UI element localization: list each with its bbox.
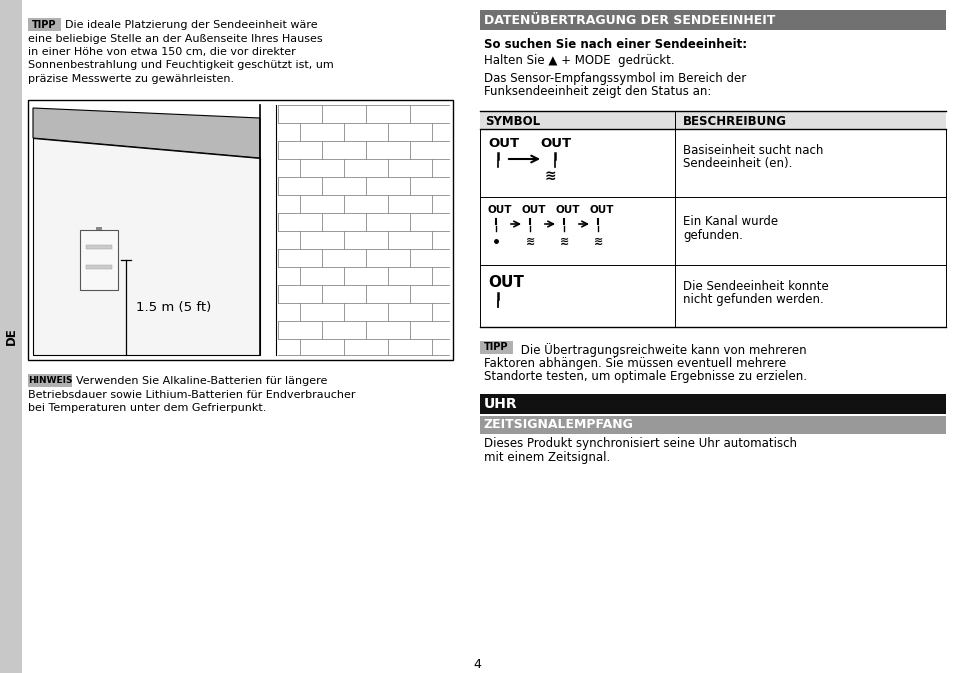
Text: OUT: OUT [539, 137, 571, 150]
Text: Standorte testen, um optimale Ergebnisse zu erzielen.: Standorte testen, um optimale Ergebnisse… [483, 370, 806, 383]
Text: präzise Messwerte zu gewährleisten.: präzise Messwerte zu gewährleisten. [28, 74, 233, 84]
Text: UHR: UHR [483, 396, 517, 411]
Text: Das Sensor-Empfangssymbol im Bereich der: Das Sensor-Empfangssymbol im Bereich der [483, 72, 745, 85]
Text: TIPP: TIPP [32, 20, 56, 30]
Text: Verwenden Sie Alkaline-Batterien für längere: Verwenden Sie Alkaline-Batterien für län… [76, 376, 327, 386]
Bar [479, 111, 945, 129]
Text: gefunden.: gefunden. [682, 229, 742, 242]
Text: OUT: OUT [521, 205, 546, 215]
Bar [96, 227, 102, 230]
Text: BESCHREIBUNG: BESCHREIBUNG [682, 115, 786, 128]
Bar [28, 100, 453, 360]
Text: Die Übertragungsreichweite kann von mehreren: Die Übertragungsreichweite kann von mehr… [517, 343, 806, 357]
Text: HINWEIS: HINWEIS [28, 376, 72, 385]
Text: Ein Kanal wurde: Ein Kanal wurde [682, 215, 778, 228]
Text: Halten Sie ▲ + MODE  gedrückt.: Halten Sie ▲ + MODE gedrückt. [483, 54, 674, 67]
Text: 4: 4 [473, 658, 480, 671]
Text: nicht gefunden werden.: nicht gefunden werden. [682, 293, 822, 306]
Text: Faktoren abhängen. Sie müssen eventuell mehrere: Faktoren abhängen. Sie müssen eventuell … [483, 357, 785, 369]
Bar [86, 265, 112, 269]
Text: DE: DE [5, 327, 17, 345]
Text: in einer Höhe von etwa 150 cm, die vor direkter: in einer Höhe von etwa 150 cm, die vor d… [28, 47, 295, 57]
Bar [28, 18, 61, 31]
Text: DATENÜBERTRAGUNG DER SENDEEINHEIT: DATENÜBERTRAGUNG DER SENDEEINHEIT [483, 13, 775, 26]
Text: Die Sendeeinheit konnte: Die Sendeeinheit konnte [682, 280, 828, 293]
Text: OUT: OUT [488, 205, 512, 215]
Text: ≋: ≋ [525, 237, 535, 247]
Text: Die ideale Platzierung der Sendeeinheit wäre: Die ideale Platzierung der Sendeeinheit … [65, 20, 317, 30]
Bar [0, 0, 22, 673]
Bar [86, 245, 112, 249]
Text: So suchen Sie nach einer Sendeeinheit:: So suchen Sie nach einer Sendeeinheit: [483, 38, 746, 51]
Text: Dieses Produkt synchronisiert seine Uhr automatisch: Dieses Produkt synchronisiert seine Uhr … [483, 437, 796, 450]
Bar [479, 10, 945, 30]
Bar [479, 394, 945, 413]
Bar [80, 230, 118, 290]
Bar [28, 374, 71, 387]
Text: 1.5 m (5 ft): 1.5 m (5 ft) [136, 301, 211, 314]
Text: bei Temperaturen unter dem Gefrierpunkt.: bei Temperaturen unter dem Gefrierpunkt. [28, 403, 266, 413]
Text: ≋: ≋ [559, 237, 569, 247]
Text: ZEITSIGNALEMPFANG: ZEITSIGNALEMPFANG [483, 418, 633, 431]
Polygon shape [33, 138, 260, 355]
Text: Basiseinheit sucht nach: Basiseinheit sucht nach [682, 144, 822, 157]
Text: mit einem Zeitsignal.: mit einem Zeitsignal. [483, 451, 610, 464]
Bar [479, 341, 513, 354]
Text: ≋: ≋ [594, 237, 602, 247]
Text: ≋: ≋ [544, 169, 556, 183]
Bar [277, 105, 449, 355]
Text: OUT: OUT [488, 137, 518, 150]
Text: OUT: OUT [488, 275, 523, 290]
Text: Betriebsdauer sowie Lithium-Batterien für Endverbraucher: Betriebsdauer sowie Lithium-Batterien fü… [28, 390, 355, 400]
Bar [479, 415, 945, 433]
Text: OUT: OUT [589, 205, 614, 215]
Polygon shape [33, 108, 260, 158]
Text: Sonnenbestrahlung und Feuchtigkeit geschützt ist, um: Sonnenbestrahlung und Feuchtigkeit gesch… [28, 61, 334, 71]
Text: SYMBOL: SYMBOL [484, 115, 539, 128]
Text: OUT: OUT [556, 205, 579, 215]
Text: TIPP: TIPP [484, 343, 508, 353]
Text: eine beliebige Stelle an der Außenseite Ihres Hauses: eine beliebige Stelle an der Außenseite … [28, 34, 322, 44]
Text: Funksendeeinheit zeigt den Status an:: Funksendeeinheit zeigt den Status an: [483, 85, 711, 98]
Text: Sendeeinheit (en).: Sendeeinheit (en). [682, 157, 792, 170]
